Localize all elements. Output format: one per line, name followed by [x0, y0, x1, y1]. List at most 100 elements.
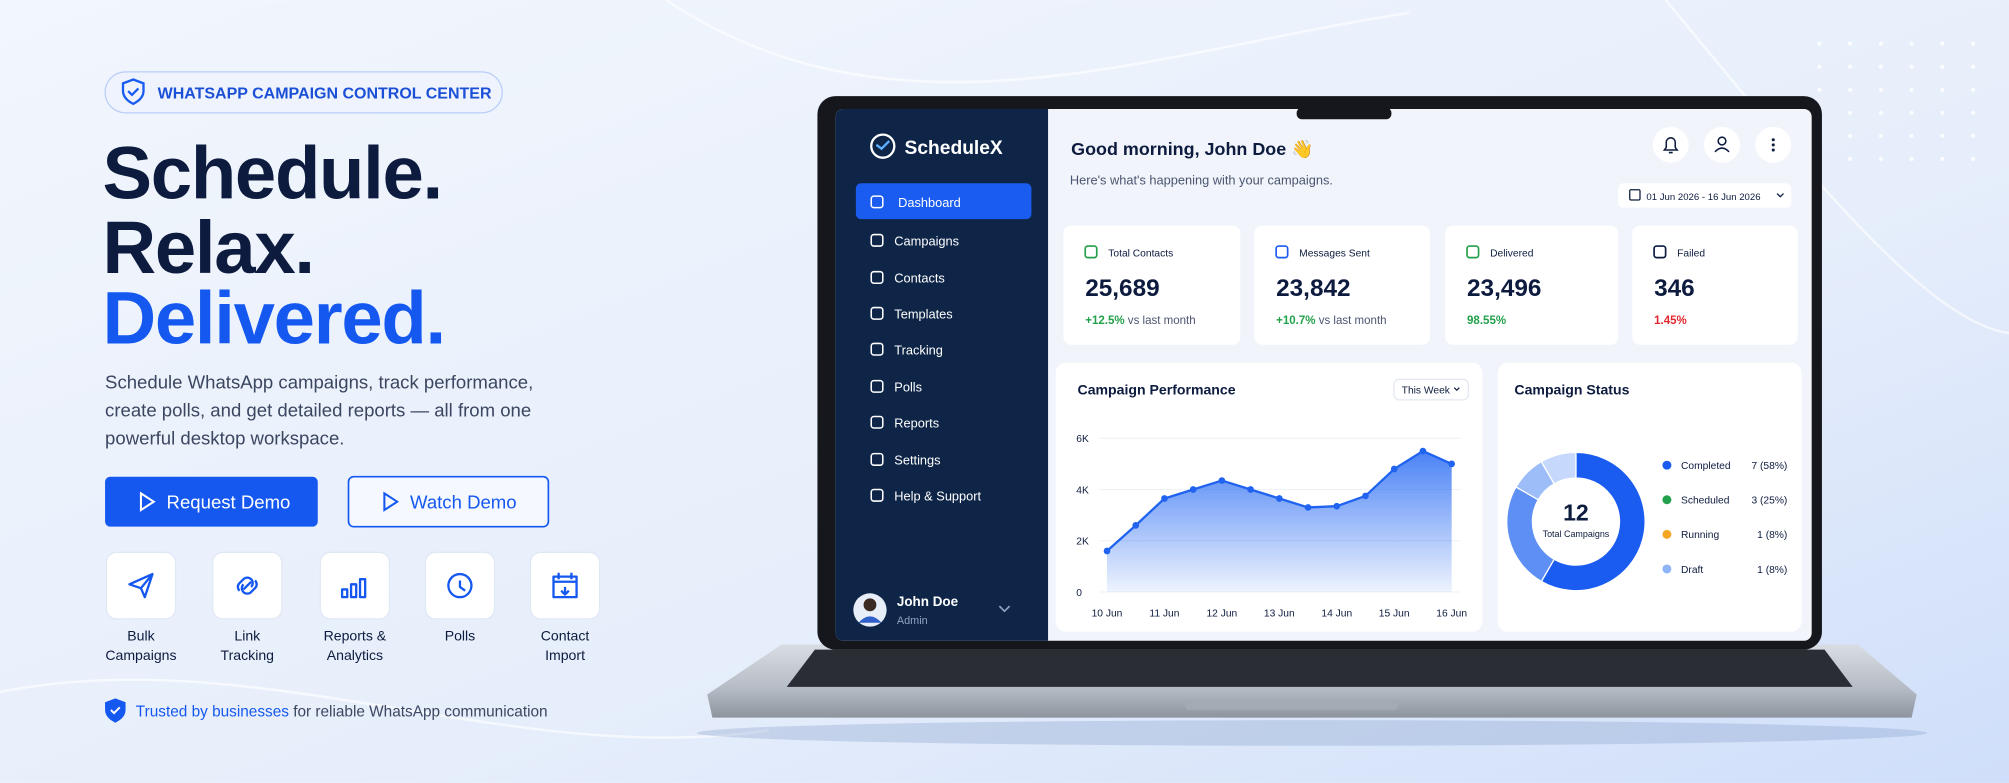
feature-label: Tracking [221, 647, 274, 663]
decor-dot [1848, 64, 1853, 69]
feature-icon [340, 578, 367, 599]
legend-dot [1662, 529, 1672, 539]
nav-icon [870, 233, 884, 247]
feature-tile[interactable] [319, 551, 391, 620]
y-tick-label: 4K [1076, 485, 1089, 496]
description: create polls, and get detailed reports —… [105, 399, 531, 420]
point [1103, 547, 1111, 555]
area [1107, 451, 1452, 593]
point [1247, 486, 1254, 493]
decor-dot [1878, 133, 1883, 138]
legend-value: 1 (8%) [1757, 530, 1787, 541]
point [1189, 486, 1197, 493]
x-tick-label: 16 Jun [1436, 608, 1467, 619]
button-label: Watch Demo [410, 492, 517, 513]
nav-icon [870, 195, 884, 209]
feature-icon [128, 572, 154, 599]
watch-demo-button[interactable] [347, 475, 550, 528]
chart-title: Campaign Performance [1078, 382, 1236, 398]
trust-text: for reliable WhatsApp communication [293, 703, 547, 720]
y-tick-label: 2K [1076, 537, 1089, 548]
decor-dot [1878, 64, 1883, 69]
point [1419, 447, 1427, 455]
more-icon [1771, 138, 1775, 152]
user-role: Admin [897, 615, 928, 627]
legend-label: Running [1681, 530, 1719, 541]
chevron [1776, 193, 1784, 198]
legend-value: 3 (25%) [1751, 496, 1787, 507]
logo [870, 133, 896, 159]
status-chart: Completed 7 (58%) Scheduled 3 (25%) Running 1… [1506, 451, 1787, 592]
decor-dot [1848, 133, 1853, 138]
decor-dot [1878, 87, 1883, 92]
decor-dot [1817, 41, 1822, 46]
calendar-icon [1629, 189, 1641, 201]
nav-item[interactable]: Polls [894, 379, 922, 394]
decor-dot [1909, 110, 1914, 115]
nav-item[interactable]: Help & Support [894, 488, 981, 503]
point [1333, 502, 1341, 510]
camera-notch [1296, 107, 1392, 120]
nav-icon [870, 306, 884, 320]
keyboard [786, 649, 1853, 687]
point [1448, 460, 1455, 468]
decor-dot [1940, 87, 1945, 92]
period-select[interactable] [1393, 378, 1469, 401]
feature-label: Polls [445, 628, 476, 644]
point [1218, 477, 1226, 484]
date-range: 01 Jun 2026 - 16 Jun 2026 [1646, 192, 1760, 203]
brand: ScheduleX [905, 138, 1003, 159]
feature-icon [552, 572, 578, 599]
user-menu[interactable] [998, 605, 1011, 613]
stat-value: 346 [1654, 275, 1695, 302]
decor-dot [1878, 110, 1883, 115]
nav-icon [870, 452, 884, 466]
stat-label: Failed [1677, 248, 1705, 259]
stat-note: vs last month [1319, 315, 1387, 327]
feature-label: Import [545, 647, 585, 663]
nav-icon [870, 488, 884, 502]
x-tick-label: 11 Jun [1149, 608, 1179, 619]
nav-item[interactable]: Tracking [894, 342, 943, 357]
nav-item[interactable]: Reports [894, 415, 939, 430]
trust-highlight: Trusted by businesses [136, 703, 289, 720]
decor-wave [1664, 0, 2009, 335]
subtitle: Here's what's happening with your campai… [1070, 173, 1333, 188]
nav-item[interactable]: Dashboard [898, 195, 961, 210]
feature-label: Link [234, 628, 261, 644]
greeting: Good morning, John Doe 👋 [1071, 139, 1313, 160]
date-picker[interactable] [1618, 183, 1792, 208]
decor-dot [1878, 41, 1883, 46]
decor-dot [1848, 156, 1853, 162]
nav-item[interactable]: Contacts [894, 271, 945, 286]
stat-icon [1466, 245, 1480, 259]
legend-dot [1662, 460, 1672, 470]
decor-dot [1909, 156, 1914, 162]
stat-note: vs last month [1128, 315, 1196, 327]
nav-item[interactable]: Campaigns [894, 233, 959, 248]
nav-icon [870, 270, 884, 285]
decor-dot [1909, 64, 1914, 69]
notifications-button[interactable] [1652, 126, 1689, 163]
feature-tile[interactable] [105, 551, 177, 620]
decor-dot [1971, 156, 1976, 162]
nav-item[interactable]: Settings [894, 453, 940, 468]
decor-dot [1878, 156, 1883, 162]
decor-dot [1817, 64, 1822, 69]
stat-value: 23,842 [1276, 275, 1350, 302]
legend-label: Draft [1681, 565, 1703, 576]
avatar [863, 598, 877, 612]
legend-value: 1 (8%) [1757, 565, 1787, 576]
decor-dot [1848, 87, 1853, 92]
decor-dot [1940, 133, 1945, 138]
feature-tile[interactable] [529, 551, 601, 620]
nav-item[interactable]: Templates [894, 306, 952, 321]
badge-icon [121, 78, 145, 106]
decor-dot [1940, 156, 1945, 162]
stat-icon [1653, 245, 1667, 259]
stat-change-line: +12.5% vs last month [1085, 315, 1195, 327]
request-demo-button[interactable] [105, 476, 318, 527]
nav-icon [870, 415, 884, 429]
decor-dot [1971, 41, 1976, 46]
